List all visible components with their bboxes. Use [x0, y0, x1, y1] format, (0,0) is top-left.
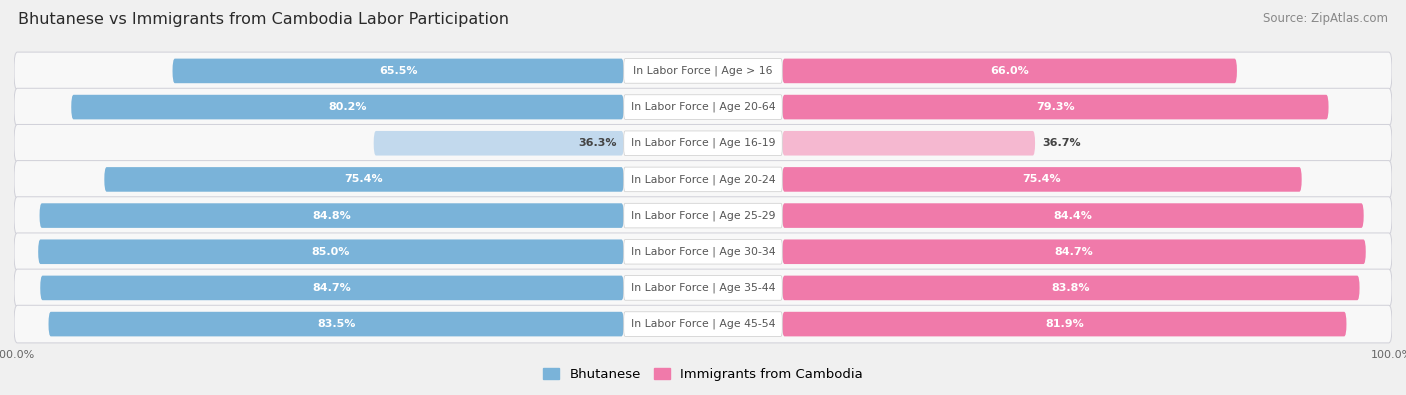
FancyBboxPatch shape — [104, 167, 624, 192]
Text: In Labor Force | Age 35-44: In Labor Force | Age 35-44 — [631, 283, 775, 293]
FancyBboxPatch shape — [14, 305, 1392, 343]
Text: 36.3%: 36.3% — [578, 138, 617, 148]
FancyBboxPatch shape — [624, 167, 782, 192]
FancyBboxPatch shape — [72, 95, 624, 119]
Text: 83.8%: 83.8% — [1052, 283, 1090, 293]
FancyBboxPatch shape — [14, 269, 1392, 307]
Text: In Labor Force | Age 45-54: In Labor Force | Age 45-54 — [631, 319, 775, 329]
Text: In Labor Force | Age 16-19: In Labor Force | Age 16-19 — [631, 138, 775, 149]
FancyBboxPatch shape — [39, 203, 624, 228]
Text: In Labor Force | Age 25-29: In Labor Force | Age 25-29 — [631, 210, 775, 221]
FancyBboxPatch shape — [14, 197, 1392, 234]
Text: In Labor Force | Age 30-34: In Labor Force | Age 30-34 — [631, 246, 775, 257]
FancyBboxPatch shape — [624, 203, 782, 228]
FancyBboxPatch shape — [173, 58, 624, 83]
Text: Source: ZipAtlas.com: Source: ZipAtlas.com — [1263, 12, 1388, 25]
FancyBboxPatch shape — [38, 239, 624, 264]
Text: In Labor Force | Age > 16: In Labor Force | Age > 16 — [633, 66, 773, 76]
FancyBboxPatch shape — [14, 88, 1392, 126]
FancyBboxPatch shape — [624, 276, 782, 300]
Text: 84.7%: 84.7% — [1054, 247, 1094, 257]
Text: 65.5%: 65.5% — [378, 66, 418, 76]
FancyBboxPatch shape — [624, 58, 782, 83]
FancyBboxPatch shape — [14, 161, 1392, 198]
Text: 85.0%: 85.0% — [312, 247, 350, 257]
FancyBboxPatch shape — [782, 203, 1364, 228]
FancyBboxPatch shape — [782, 312, 1347, 337]
FancyBboxPatch shape — [14, 233, 1392, 271]
Text: 84.7%: 84.7% — [312, 283, 352, 293]
FancyBboxPatch shape — [14, 52, 1392, 90]
FancyBboxPatch shape — [624, 131, 782, 156]
FancyBboxPatch shape — [41, 276, 624, 300]
Text: 66.0%: 66.0% — [990, 66, 1029, 76]
Text: 75.4%: 75.4% — [344, 175, 384, 184]
FancyBboxPatch shape — [374, 131, 624, 156]
Legend: Bhutanese, Immigrants from Cambodia: Bhutanese, Immigrants from Cambodia — [537, 363, 869, 386]
Text: 84.4%: 84.4% — [1053, 211, 1092, 220]
FancyBboxPatch shape — [782, 131, 1035, 156]
Text: 80.2%: 80.2% — [328, 102, 367, 112]
FancyBboxPatch shape — [782, 239, 1365, 264]
FancyBboxPatch shape — [624, 239, 782, 264]
FancyBboxPatch shape — [48, 312, 624, 337]
FancyBboxPatch shape — [14, 124, 1392, 162]
Text: Bhutanese vs Immigrants from Cambodia Labor Participation: Bhutanese vs Immigrants from Cambodia La… — [18, 12, 509, 27]
Text: 83.5%: 83.5% — [316, 319, 356, 329]
FancyBboxPatch shape — [624, 312, 782, 337]
Text: 75.4%: 75.4% — [1022, 175, 1062, 184]
Text: In Labor Force | Age 20-24: In Labor Force | Age 20-24 — [631, 174, 775, 185]
Text: 81.9%: 81.9% — [1045, 319, 1084, 329]
Text: 36.7%: 36.7% — [1042, 138, 1081, 148]
FancyBboxPatch shape — [782, 167, 1302, 192]
FancyBboxPatch shape — [782, 276, 1360, 300]
Text: 84.8%: 84.8% — [312, 211, 352, 220]
Text: In Labor Force | Age 20-64: In Labor Force | Age 20-64 — [631, 102, 775, 112]
Text: 79.3%: 79.3% — [1036, 102, 1074, 112]
FancyBboxPatch shape — [782, 58, 1237, 83]
FancyBboxPatch shape — [782, 95, 1329, 119]
FancyBboxPatch shape — [624, 95, 782, 119]
